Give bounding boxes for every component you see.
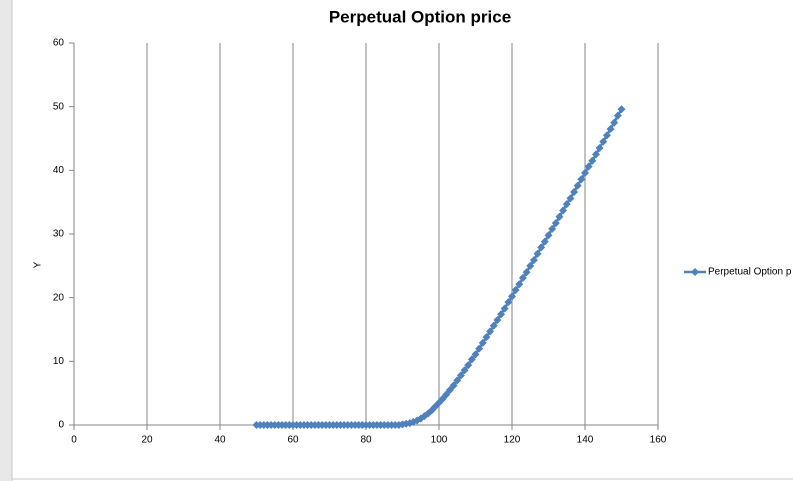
marker (548, 224, 557, 233)
marker (515, 280, 524, 289)
marker (606, 124, 615, 133)
x-tick-label: 120 (504, 435, 521, 446)
marker (442, 390, 451, 399)
marker (453, 376, 462, 385)
y-tick-label: 40 (53, 165, 65, 176)
marker (460, 366, 469, 375)
marker (613, 111, 622, 120)
y-tick-label: 0 (58, 420, 64, 431)
marker (610, 118, 619, 127)
y-tick-label: 50 (53, 101, 65, 112)
marker (438, 394, 447, 403)
marker (617, 105, 626, 114)
marker (588, 156, 597, 165)
y-axis-label: Y (33, 261, 44, 268)
marker (573, 181, 582, 190)
marker (456, 371, 465, 380)
marker (581, 168, 589, 177)
marker (599, 137, 608, 146)
marker (526, 261, 535, 270)
marker (497, 310, 506, 319)
legend-label: Perpetual Option p (708, 267, 792, 278)
x-tick-label: 20 (141, 435, 153, 446)
x-tick-label: 0 (71, 435, 77, 446)
x-tick-label: 40 (214, 435, 226, 446)
marker (500, 304, 509, 313)
marker (508, 292, 516, 301)
y-tick-label: 60 (53, 38, 65, 49)
marker (559, 206, 568, 215)
marker (555, 212, 564, 221)
marker (537, 243, 546, 252)
marker (482, 333, 491, 342)
marker (566, 194, 575, 203)
marker (540, 237, 549, 246)
marker (584, 162, 593, 171)
marker (467, 355, 476, 364)
marker (445, 385, 454, 394)
marker (464, 361, 473, 370)
marker (518, 273, 527, 282)
marker (475, 344, 484, 353)
marker (602, 131, 611, 140)
x-tick-label: 80 (360, 435, 372, 446)
marker (478, 338, 487, 347)
x-tick-label: 60 (287, 435, 299, 446)
marker (562, 200, 571, 209)
marker (591, 150, 600, 159)
x-tick-label: 100 (431, 435, 448, 446)
marker (544, 231, 553, 240)
marker (529, 256, 538, 265)
marker (493, 315, 502, 324)
legend-marker (691, 268, 699, 276)
marker (489, 321, 498, 330)
marker (551, 219, 560, 228)
marker (486, 327, 495, 336)
marker (449, 381, 458, 390)
marker (522, 268, 531, 277)
marker (504, 298, 513, 307)
y-tick-label: 10 (53, 356, 65, 367)
x-tick-label: 140 (577, 435, 594, 446)
y-tick-label: 20 (53, 292, 65, 303)
marker (577, 175, 586, 184)
marker (471, 350, 480, 359)
marker (533, 249, 542, 258)
marker (511, 286, 520, 295)
y-tick-label: 30 (53, 229, 65, 240)
x-tick-label: 160 (650, 435, 667, 446)
side-strip (0, 0, 12, 481)
marker (595, 144, 604, 153)
marker (570, 187, 579, 196)
chart-title: Perpetual Option price (329, 7, 511, 26)
